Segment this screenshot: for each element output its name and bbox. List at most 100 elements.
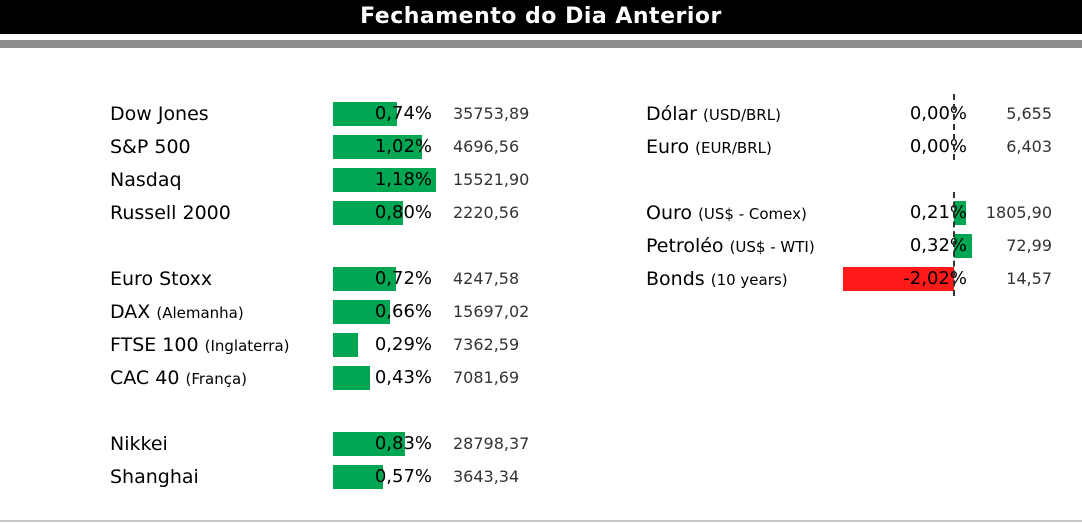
change-bar — [333, 102, 397, 126]
row-qualifier: (US$ - WTI) — [729, 238, 815, 256]
row-name: Euro — [646, 136, 690, 158]
row-qualifier: (Alemanha) — [156, 304, 244, 322]
row-qualifier: (França) — [185, 370, 248, 388]
close-value: 7081,69 — [453, 368, 520, 387]
close-value: 6,403 — [1006, 137, 1052, 156]
row-label: Euro (EUR/BRL) — [646, 133, 772, 162]
close-value: 35753,89 — [453, 104, 530, 123]
change-percent: 0,21% — [909, 202, 967, 223]
close-value: 1805,90 — [985, 203, 1052, 222]
change-bar — [843, 267, 954, 291]
index-row: DAX (Alemanha) 0,66% 15697,02 — [0, 298, 560, 326]
close-value: 5,655 — [1006, 104, 1052, 123]
commodities-zero-axis — [953, 192, 955, 296]
close-value: 3643,34 — [453, 467, 520, 486]
row-label: Nasdaq — [110, 166, 182, 194]
change-bar — [333, 432, 405, 456]
close-value: 2220,56 — [453, 203, 520, 222]
close-value: 4696,56 — [453, 137, 520, 156]
row-label: DAX (Alemanha) — [110, 298, 244, 327]
row-qualifier: (US$ - Comex) — [698, 205, 807, 223]
row-name: Euro Stoxx — [110, 268, 213, 290]
row-name: Nikkei — [110, 433, 168, 455]
change-bar — [333, 366, 370, 390]
row-qualifier: (10 years) — [710, 271, 788, 289]
row-name: Bonds — [646, 268, 705, 290]
close-value: 72,99 — [1006, 236, 1052, 255]
row-label: Bonds (10 years) — [646, 265, 788, 294]
row-label: FTSE 100 (Inglaterra) — [110, 331, 290, 360]
footer-divider — [0, 520, 1082, 522]
currencies-zero-axis — [953, 94, 955, 160]
index-row: FTSE 100 (Inglaterra) 0,29% 7362,59 — [0, 331, 560, 359]
row-label: Russell 2000 — [110, 199, 231, 227]
change-percent: 1,18% — [374, 169, 432, 190]
close-value: 4247,58 — [453, 269, 520, 288]
currencies-row: Dólar (USD/BRL) 0,00% 5,655 — [0, 100, 1082, 128]
index-row: CAC 40 (França) 0,43% 7081,69 — [0, 364, 560, 392]
page-title-text: Fechamento do Dia Anterior — [360, 4, 722, 29]
row-name: Shanghai — [110, 466, 199, 488]
change-bar — [333, 168, 436, 192]
row-name: Ouro — [646, 202, 693, 224]
change-percent: 1,02% — [374, 136, 432, 157]
change-percent: 0,00% — [909, 136, 967, 157]
row-name: CAC 40 — [110, 367, 180, 389]
row-label: Petroléo (US$ - WTI) — [646, 232, 815, 261]
index-row: S&P 500 1,02% 4696,56 — [0, 133, 560, 161]
row-label: S&P 500 — [110, 133, 191, 161]
change-percent: 0,00% — [909, 103, 967, 124]
change-percent: 0,74% — [374, 103, 432, 124]
row-name: S&P 500 — [110, 136, 191, 158]
change-bar — [333, 201, 403, 225]
change-percent: 0,29% — [374, 334, 432, 355]
row-qualifier: (EUR/BRL) — [695, 139, 772, 157]
index-row: Dow Jones 0,74% 35753,89 — [0, 100, 560, 128]
commodities-row: Bonds (10 years) -2,02% 14,57 — [0, 265, 1082, 293]
row-name: Dólar — [646, 103, 697, 125]
index-row: Euro Stoxx 0,72% 4247,58 — [0, 265, 560, 293]
row-name: FTSE 100 — [110, 334, 199, 356]
row-label: Ouro (US$ - Comex) — [646, 199, 807, 228]
row-label: Dow Jones — [110, 100, 209, 128]
commodities-row: Petroléo (US$ - WTI) 0,32% 72,99 — [0, 232, 1082, 260]
close-value: 15697,02 — [453, 302, 530, 321]
change-percent: -2,02% — [903, 268, 967, 289]
change-percent: 0,57% — [374, 466, 432, 487]
close-value: 15521,90 — [453, 170, 530, 189]
change-bar — [954, 201, 966, 225]
row-name: DAX — [110, 301, 151, 323]
close-value: 28798,37 — [453, 434, 530, 453]
close-value: 14,57 — [1006, 269, 1052, 288]
row-name: Russell 2000 — [110, 202, 231, 224]
row-name: Petroléo — [646, 235, 724, 257]
change-bar — [954, 234, 972, 258]
close-value: 7362,59 — [453, 335, 520, 354]
change-bar — [333, 333, 358, 357]
index-row: Nikkei 0,83% 28798,37 — [0, 430, 560, 458]
change-bar — [333, 135, 422, 159]
change-bar — [333, 300, 390, 324]
change-percent: 0,43% — [374, 367, 432, 388]
index-row: Nasdaq 1,18% 15521,90 — [0, 166, 560, 194]
index-row: Shanghai 0,57% 3643,34 — [0, 463, 560, 491]
row-qualifier: (Inglaterra) — [204, 337, 290, 355]
row-qualifier: (USD/BRL) — [703, 106, 781, 124]
row-label: CAC 40 (França) — [110, 364, 247, 393]
change-bar — [333, 465, 383, 489]
page-title: Fechamento do Dia Anterior — [0, 0, 1082, 34]
currencies-row: Euro (EUR/BRL) 0,00% 6,403 — [0, 133, 1082, 161]
row-label: Dólar (USD/BRL) — [646, 100, 781, 129]
row-label: Euro Stoxx — [110, 265, 212, 293]
row-label: Shanghai — [110, 463, 199, 491]
header-divider — [0, 40, 1082, 48]
change-percent: 0,83% — [374, 433, 432, 454]
row-label: Nikkei — [110, 430, 168, 458]
index-row: Russell 2000 0,80% 2220,56 — [0, 199, 560, 227]
change-bar — [333, 267, 396, 291]
change-percent: 0,32% — [909, 235, 967, 256]
change-percent: 0,72% — [374, 268, 432, 289]
change-percent: 0,66% — [374, 301, 432, 322]
row-name: Nasdaq — [110, 169, 182, 191]
row-name: Dow Jones — [110, 103, 209, 125]
